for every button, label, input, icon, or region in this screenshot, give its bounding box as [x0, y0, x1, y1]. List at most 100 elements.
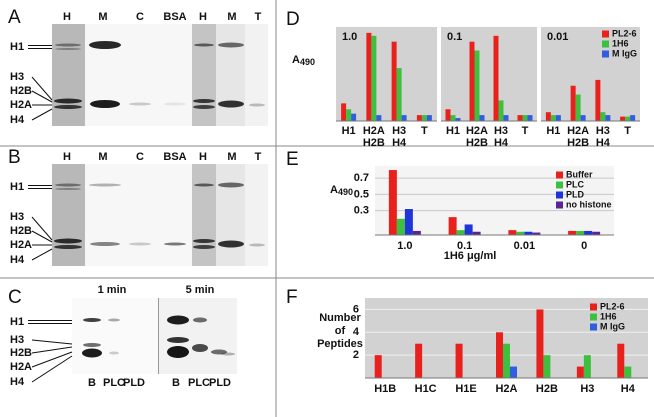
- bar: [617, 343, 625, 378]
- bar: [456, 230, 465, 235]
- gel-band: [54, 98, 82, 104]
- bar: [516, 231, 525, 235]
- x-tick-label: H1: [446, 125, 460, 137]
- panel-letter: E: [286, 149, 299, 170]
- band-label: H4: [10, 254, 25, 266]
- x-tick-label: H2A: [495, 383, 517, 395]
- lane-label: PLC: [103, 377, 125, 389]
- x-tick-label: H2B: [536, 383, 558, 395]
- bar: [469, 41, 475, 121]
- x-tick-label: 0: [581, 240, 587, 252]
- x-tick-label: H2A: [466, 125, 488, 137]
- gel-band: [89, 41, 121, 49]
- gel-band: [193, 317, 207, 323]
- subplot-title: 0.1: [447, 31, 462, 43]
- gel-band: [249, 243, 265, 247]
- gel-band: [108, 318, 120, 322]
- gel: [216, 24, 245, 126]
- lane-label: C: [136, 11, 144, 23]
- gel-band: [55, 48, 81, 50]
- gel-band: [218, 42, 244, 48]
- gel-band: [55, 188, 81, 190]
- bar: [503, 343, 510, 378]
- x-tick-label: 0.01: [514, 240, 535, 252]
- bar: [605, 115, 611, 121]
- lane-label: H: [63, 151, 71, 163]
- gel-band: [83, 343, 101, 347]
- band-label: H1: [10, 316, 24, 328]
- band-pointer: [31, 351, 73, 368]
- bar: [455, 118, 461, 121]
- band-pointer: [31, 339, 73, 345]
- gel-band: [167, 315, 189, 325]
- y-tick-label: 4: [353, 326, 360, 338]
- subplot-title: 1.0: [342, 31, 357, 43]
- legend-label: M IgG: [612, 48, 637, 58]
- y-axis-label: A490: [330, 184, 353, 197]
- lane-label: H: [199, 151, 207, 163]
- bar: [550, 115, 556, 121]
- panel-letter: B: [8, 147, 21, 168]
- bar: [472, 231, 481, 235]
- bar: [450, 115, 456, 121]
- gel-band: [211, 349, 227, 355]
- gel-band: [167, 346, 189, 358]
- gel-band: [54, 238, 82, 244]
- x-tick-label: H2A: [567, 125, 589, 137]
- legend-label: PLD: [566, 189, 585, 199]
- lane-label: PLD: [123, 377, 145, 389]
- bar: [583, 355, 591, 378]
- y-axis-label-main: A: [330, 184, 338, 196]
- legend-swatch: [556, 171, 563, 179]
- y-axis-label: of: [335, 325, 346, 337]
- x-tick-label: H2B: [466, 137, 488, 149]
- lane-label: T: [255, 151, 262, 163]
- bar: [498, 100, 504, 121]
- gel-band: [249, 103, 265, 107]
- gel-band: [83, 318, 101, 322]
- x-tick-label: T: [421, 125, 428, 137]
- lane-label: C: [136, 151, 144, 163]
- x-tick-label: 1.0: [397, 240, 412, 252]
- bar: [404, 209, 413, 235]
- bar: [543, 355, 551, 378]
- gel-band: [89, 183, 121, 187]
- x-tick-label: H2B: [363, 137, 385, 149]
- band-label: H2B: [10, 225, 32, 237]
- plot-area: [441, 27, 537, 121]
- legend-swatch: [556, 191, 563, 199]
- y-axis-label: Peptides: [317, 338, 363, 350]
- legend-swatch: [590, 313, 597, 321]
- band-pointer: [31, 248, 53, 261]
- bar: [592, 231, 601, 235]
- bar: [448, 217, 457, 235]
- bar: [346, 109, 352, 121]
- x-tick-label: H4: [392, 137, 407, 149]
- lane-label: M: [227, 151, 236, 163]
- panel-letter: F: [286, 287, 298, 308]
- lane-label: BSA: [163, 151, 186, 163]
- bar: [503, 115, 509, 121]
- band-label: H2A: [10, 361, 32, 373]
- gel-band: [218, 182, 244, 188]
- x-tick-label: H3: [596, 125, 610, 137]
- gel: [52, 24, 85, 126]
- gel: [85, 24, 192, 126]
- x-tick-label: H2A: [363, 125, 385, 137]
- legend-label: no histone: [566, 199, 612, 209]
- gel: [216, 164, 245, 266]
- y-axis-label-main: A: [292, 54, 300, 66]
- bar: [568, 230, 577, 235]
- bar: [351, 113, 357, 121]
- band-label: H2A: [10, 99, 32, 111]
- lane-label: PLC: [188, 377, 210, 389]
- legend-label: PL2-6: [612, 28, 637, 38]
- x-tick-label: 0.1: [457, 240, 472, 252]
- bar: [600, 112, 606, 121]
- bar: [416, 115, 422, 121]
- band-pointer: [31, 76, 53, 101]
- lane-label: H: [63, 11, 71, 23]
- bar: [575, 94, 581, 121]
- legend-swatch: [602, 30, 609, 38]
